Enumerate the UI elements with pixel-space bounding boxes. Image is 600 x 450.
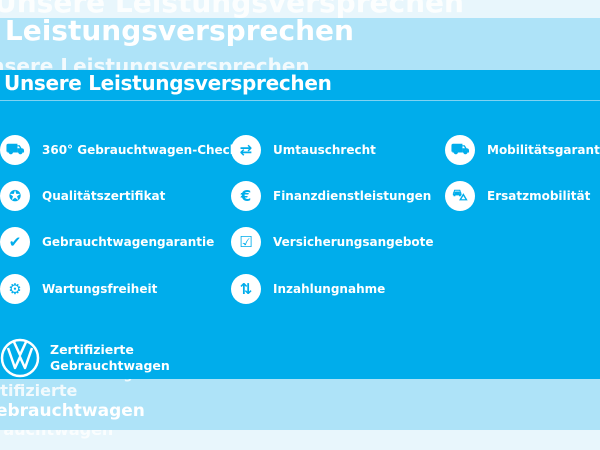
ghost-band-upper: Unsere Leistungsversprechen Unsere Leist… xyxy=(0,18,600,70)
service-label: Versicherungsangebote xyxy=(273,235,434,249)
ghost-title: Unsere Leistungsversprechen xyxy=(0,18,354,47)
service-label: Ersatzmobilität xyxy=(487,189,591,203)
ghost-band-top: Unsere Leistungsversprechen xyxy=(0,0,600,18)
brand-line-2: Gebrauchtwagen xyxy=(50,358,170,373)
coins-icon: € xyxy=(231,181,261,211)
ghost-band-lower: Gebrauchtwagen Zertifizierte Gebrauchtwa… xyxy=(0,379,600,430)
service-item: ⛟ 360° Gebrauchtwagen-Check xyxy=(0,135,238,165)
certificate-icon: ✪ xyxy=(0,181,30,211)
ghost-brand: Gebrauchtwagen xyxy=(0,401,145,421)
shield-check-icon: ✔ xyxy=(0,227,30,257)
service-item: ⇄ Umtauschrecht xyxy=(231,135,376,165)
ghost-title: Unsere Leistungsversprechen xyxy=(0,54,310,70)
service-label: Gebrauchtwagengarantie xyxy=(42,235,215,249)
trade-in-arrows-icon: ⇅ xyxy=(231,274,261,304)
insurance-icon: ☑ xyxy=(231,227,261,257)
ghost-brand: Zertifizierte xyxy=(0,381,78,400)
service-label: Mobilitätsgarantie xyxy=(487,143,600,157)
brand-logo: Zertifizierte Gebrauchtwagen xyxy=(0,338,170,378)
service-item: ☑ Versicherungsangebote xyxy=(231,227,434,257)
service-item: ⚙ Wartungsfreiheit xyxy=(0,274,157,304)
service-item: ✔ Gebrauchtwagengarantie xyxy=(0,227,214,257)
service-item: ⛟ Mobilitätsgarantie xyxy=(445,135,600,165)
service-item: ✪ Qualitätszertifikat xyxy=(0,181,165,211)
service-item: € Finanzdienstleistungen xyxy=(231,181,431,211)
service-label: 360° Gebrauchtwagen-Check xyxy=(42,143,238,157)
car-check-icon: ⛟ xyxy=(0,135,30,165)
divider xyxy=(0,100,600,101)
wrench-icon: ⚙ xyxy=(0,274,30,304)
vw-logo-icon xyxy=(0,338,40,378)
brand-line-1: Zertifizierte xyxy=(50,342,134,357)
service-item: ⛍ Ersatzmobilität xyxy=(445,181,590,211)
service-label: Inzahlungnahme xyxy=(273,282,386,296)
ghost-brand: Gebrauchtwagen xyxy=(30,379,150,382)
ghost-band-bottom: Gebrauchtwagen xyxy=(0,430,600,450)
page-title: Unsere Leistungsversprechen xyxy=(4,71,332,95)
exchange-icon: ⇄ xyxy=(231,135,261,165)
service-label: Finanzdienstleistungen xyxy=(273,189,432,203)
service-label: Qualitätszertifikat xyxy=(42,189,166,203)
service-label: Umtauschrecht xyxy=(273,143,376,157)
service-item: ⇅ Inzahlungnahme xyxy=(231,274,385,304)
replacement-cars-icon: ⛍ xyxy=(445,181,475,211)
tow-truck-icon: ⛟ xyxy=(445,135,475,165)
ghost-brand: Gebrauchtwagen xyxy=(0,430,113,439)
ghost-title: Unsere Leistungsversprechen xyxy=(0,0,464,18)
services-panel: Unsere Leistungsversprechen ⛟ 360° Gebrau… xyxy=(0,70,600,379)
brand-text: Zertifizierte Gebrauchtwagen xyxy=(50,342,170,374)
service-label: Wartungsfreiheit xyxy=(42,282,158,296)
